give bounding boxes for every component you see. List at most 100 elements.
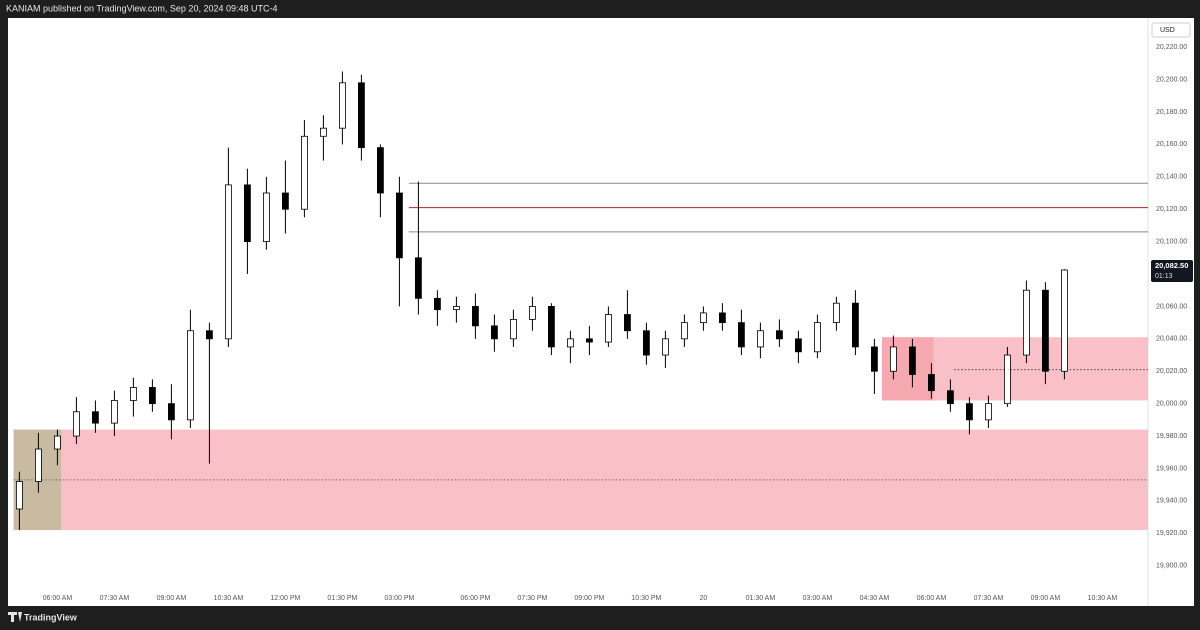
- candle-body: [966, 403, 973, 421]
- candle-body: [624, 314, 631, 332]
- candle-body: [928, 374, 935, 392]
- candle-body: [738, 322, 745, 348]
- y-tick-label: 20,120.00: [1156, 206, 1187, 213]
- y-tick-label: 20,040.00: [1156, 336, 1187, 343]
- x-tick-label: 01:30 PM: [327, 595, 357, 602]
- candle-body: [490, 325, 498, 340]
- plot: 19,900.00 19,920.00 19,940.00 19,960.00 19,9…: [13, 44, 1193, 602]
- y-tick-label: 20,100.00: [1156, 238, 1187, 245]
- x-tick-label: 07:30 AM: [974, 595, 1004, 602]
- y-tick-label: 19,980.00: [1156, 433, 1187, 440]
- candle-body: [700, 312, 707, 324]
- currency-label: USD: [1160, 27, 1175, 34]
- candle-body: [92, 411, 99, 424]
- candle-body: [15, 481, 23, 510]
- x-tick-label: 10:30 PM: [631, 595, 661, 602]
- candle-body: [1061, 269, 1068, 372]
- y-tick-label: 19,940.00: [1156, 498, 1187, 505]
- candle-body: [186, 330, 194, 421]
- candle-body: [54, 435, 61, 450]
- candle-body: [73, 411, 80, 437]
- y-tick-label: 20,060.00: [1156, 303, 1187, 310]
- header-text: KANIAM published on TradingView.com, Sep…: [6, 3, 278, 13]
- candle-body: [548, 306, 555, 348]
- candle-body: [719, 312, 726, 324]
- footer-text: TradingView: [24, 612, 78, 622]
- candle-body: [376, 147, 384, 194]
- candle-body: [205, 330, 213, 340]
- countdown-label: 01:13: [1155, 273, 1173, 280]
- x-tick-label: 10:30 AM: [214, 595, 244, 602]
- candle-body: [262, 192, 270, 243]
- candle-body: [833, 302, 840, 324]
- candle-body: [529, 306, 536, 320]
- candle-body: [243, 184, 251, 243]
- candle-body: [567, 338, 574, 348]
- x-tick-label: 03:00 AM: [803, 595, 833, 602]
- candle-body: [1042, 289, 1049, 372]
- y-tick-label: 19,900.00: [1156, 563, 1187, 570]
- y-tick-label: 20,140.00: [1156, 174, 1187, 181]
- x-tick-label: 09:00 AM: [1031, 595, 1061, 602]
- x-tick-label: 07:30 AM: [100, 595, 130, 602]
- candle-body: [662, 338, 669, 356]
- x-tick-label: 03:00 PM: [384, 595, 414, 602]
- x-tick-label: 12:00 PM: [270, 595, 300, 602]
- tv-logo: [8, 612, 22, 622]
- x-tick-label: 06:00 AM: [43, 595, 73, 602]
- x-tick-label: 07:30 PM: [517, 595, 547, 602]
- y-tick-label: 20,180.00: [1156, 109, 1187, 116]
- candle-body: [414, 257, 422, 299]
- candle-body: [35, 448, 42, 482]
- candle-body: [1023, 289, 1030, 356]
- footer-bar: [0, 606, 1200, 630]
- x-tick-label: 09:00 AM: [157, 595, 187, 602]
- candle-body: [871, 346, 878, 372]
- candle-body: [224, 184, 232, 340]
- x-tick-label: 04:30 AM: [860, 595, 890, 602]
- x-tick-label: 10:30 AM: [1088, 595, 1118, 602]
- candle-body: [167, 403, 175, 421]
- candle-body: [605, 314, 612, 343]
- candle-body: [357, 82, 365, 149]
- candle-body: [1004, 354, 1011, 405]
- last-price-label: 20,082.50: [1155, 261, 1188, 270]
- candle-body: [433, 297, 441, 311]
- candle-body: [111, 400, 118, 424]
- candle-body: [985, 403, 992, 421]
- x-tick-label: 09:00 PM: [574, 595, 604, 602]
- last-price-box: [1151, 259, 1193, 282]
- x-tick-label: 20: [700, 595, 708, 602]
- candle-body: [281, 192, 289, 210]
- x-tick-label: 06:00 AM: [917, 595, 947, 602]
- candle-body: [395, 192, 403, 259]
- candle-body: [300, 135, 308, 210]
- y-tick-label: 20,020.00: [1156, 368, 1187, 375]
- zone: [882, 337, 934, 401]
- candle-body: [776, 330, 783, 340]
- candle-body: [129, 387, 137, 401]
- x-tick-label: 01:30 AM: [746, 595, 776, 602]
- x-tick-label: 06:00 PM: [460, 595, 490, 602]
- candle-body: [795, 338, 802, 353]
- candle-body: [509, 318, 517, 340]
- candle-body: [852, 302, 859, 348]
- candle-body: [338, 82, 346, 129]
- candle-body: [681, 322, 688, 340]
- candle-body: [757, 330, 764, 348]
- candle-body: [319, 127, 327, 137]
- candle-body: [643, 330, 650, 356]
- candle-body: [471, 306, 479, 327]
- y-tick-label: 19,960.00: [1156, 465, 1187, 472]
- candle-body: [148, 387, 156, 405]
- candle-body: [947, 390, 954, 405]
- y-tick-label: 20,200.00: [1156, 76, 1187, 83]
- y-tick-label: 20,220.00: [1156, 44, 1187, 51]
- y-tick-label: 20,000.00: [1156, 400, 1187, 407]
- candle-body: [452, 306, 460, 311]
- header-bar: [0, 0, 1200, 18]
- y-tick-label: 20,160.00: [1156, 141, 1187, 148]
- candle-body: [586, 338, 593, 343]
